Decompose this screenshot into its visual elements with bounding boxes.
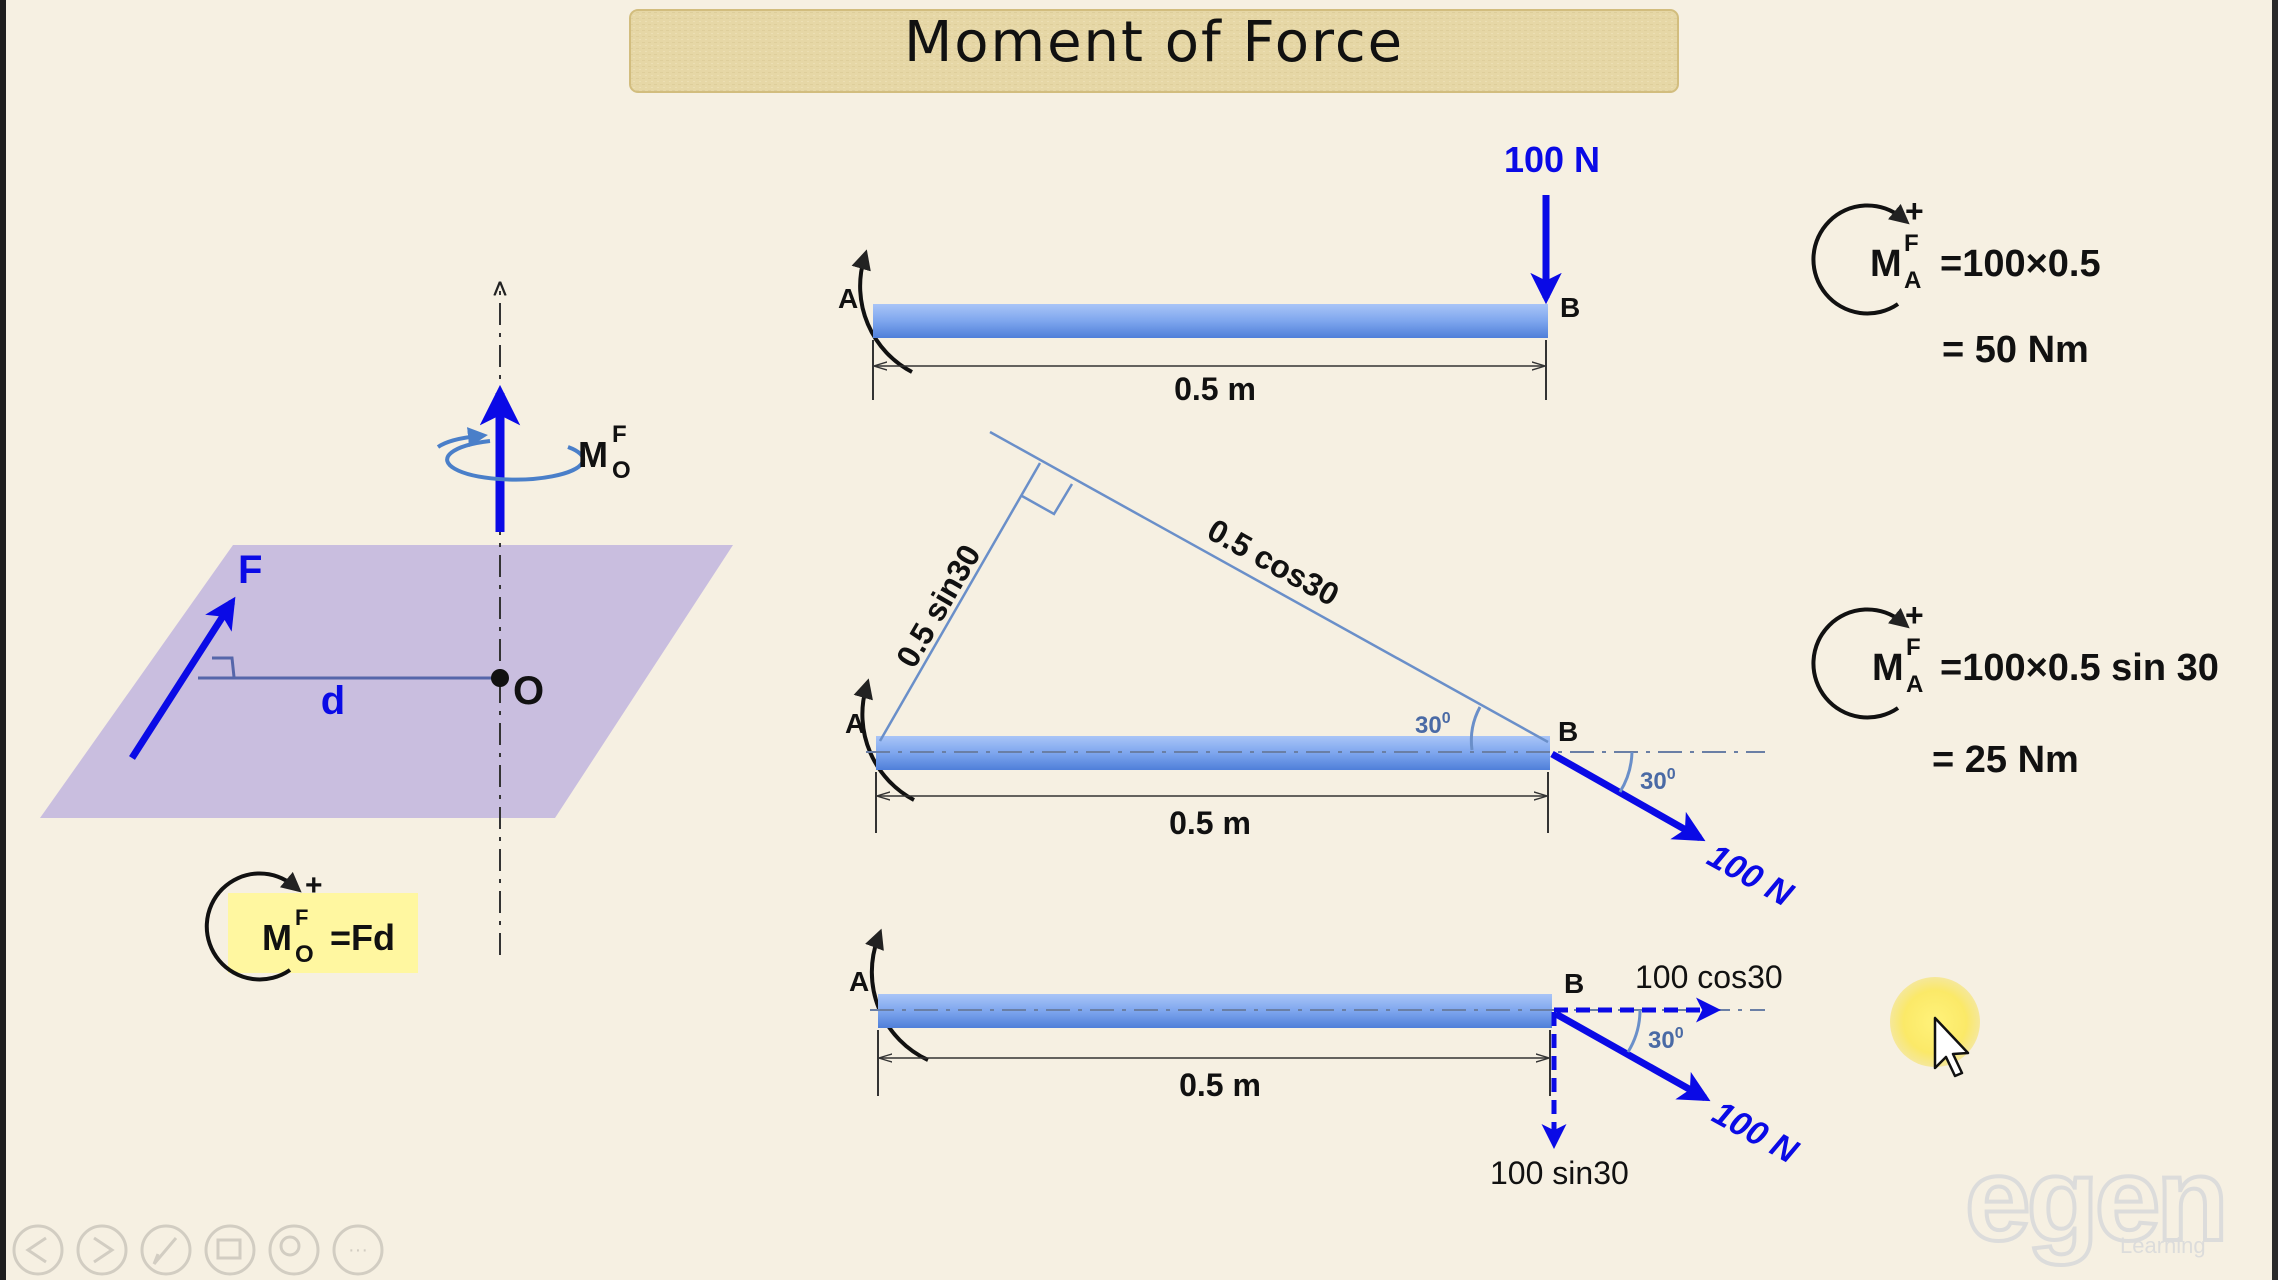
right-dark-edge	[2272, 0, 2278, 1280]
beam3-point-b: B	[1564, 968, 1584, 999]
beam2-right-angle	[1021, 483, 1074, 516]
previous-button[interactable]	[12, 1224, 64, 1276]
svg-text:+: +	[305, 869, 323, 902]
svg-text:+: +	[1905, 597, 1924, 633]
equation2-result: = 25 Nm	[1932, 739, 2079, 781]
svg-text:A: A	[1904, 267, 1921, 294]
egen-logo: egen Learning	[1963, 1132, 2230, 1268]
svg-text:0.5 m: 0.5 m	[1174, 371, 1256, 407]
previous-icon	[25, 1236, 47, 1264]
svg-text:0.5 m: 0.5 m	[1169, 805, 1251, 841]
slide-title: Moment of Force	[904, 10, 1404, 75]
next-button[interactable]	[76, 1224, 128, 1276]
moment-3d-diagram: F d O M F O + M F O =Fd	[40, 283, 733, 982]
force-label: F	[238, 548, 262, 592]
svg-text:=100×0.5: =100×0.5	[1940, 243, 2101, 285]
slideshow-toolbar: ···	[12, 1224, 384, 1276]
right-angle-mark	[212, 656, 236, 678]
beam2-dimension: 0.5 m	[875, 772, 1549, 841]
beam1-force-label: 100 N	[1504, 139, 1600, 180]
equation-2: + M F A =100×0.5 sin 30 = 25 Nm	[1811, 597, 2219, 781]
svg-text:O: O	[295, 941, 314, 968]
beam3-dimension: 0.5 m	[877, 1030, 1551, 1103]
svg-text:F: F	[1906, 634, 1921, 661]
svg-text:O: O	[612, 457, 631, 484]
beam3-horizontal-label: 100 cos30	[1635, 959, 1783, 995]
svg-text:=Fd: =Fd	[330, 917, 395, 958]
beam1-point-b: B	[1560, 292, 1580, 323]
beam2-perpendicular	[878, 462, 1042, 742]
svg-text:F: F	[1904, 230, 1919, 257]
svg-text:F: F	[295, 905, 308, 930]
svg-text:M: M	[262, 917, 292, 958]
svg-text:F: F	[612, 421, 627, 448]
beam2-hypotenuse	[989, 430, 1549, 744]
beam3-vertical-label: 100 sin30	[1490, 1155, 1629, 1191]
pen-icon	[152, 1237, 178, 1265]
svg-text:M: M	[1870, 243, 1902, 285]
beam1-dimension: 0.5 m	[872, 340, 1547, 407]
beam2-angle-label-2: 300	[1640, 766, 1676, 795]
beam2-angle-label-1: 300	[1415, 710, 1451, 739]
point-o	[491, 669, 509, 687]
clockwise-moment-icon	[1811, 607, 1910, 720]
svg-text:+: +	[1905, 193, 1924, 229]
rotation-indicator-icon	[445, 439, 586, 482]
equation1-result: = 50 Nm	[1942, 329, 2089, 371]
distance-label: d	[321, 679, 345, 723]
svg-text:M: M	[1872, 647, 1904, 689]
mouse-cursor	[1890, 977, 1980, 1078]
rotation-indicator-head	[436, 427, 488, 449]
svg-text:M: M	[578, 434, 608, 475]
logo-subtext: Learning	[2120, 1233, 2206, 1258]
clockwise-moment-icon	[204, 871, 302, 982]
beam2-angle-arc-2	[1618, 751, 1634, 793]
svg-text:A: A	[1906, 671, 1923, 698]
beam-1	[873, 304, 1548, 338]
next-icon	[93, 1236, 115, 1264]
more-icon: ···	[348, 1239, 368, 1261]
moment-symbol: M F O	[578, 421, 631, 484]
logo-text: egen	[1965, 1134, 2224, 1266]
force-arrow	[129, 596, 236, 760]
beam3-angle-arc	[1626, 1009, 1642, 1053]
beam3-angle-label: 300	[1648, 1025, 1684, 1054]
moment-formula: + M F O =Fd	[204, 869, 418, 982]
beam2-point-b: B	[1558, 716, 1578, 747]
beam2-point-a: A	[845, 708, 865, 739]
point-o-label: O	[513, 669, 544, 713]
beam3-point-a: A	[849, 966, 869, 997]
zoom-button[interactable]	[268, 1224, 320, 1276]
slides-icon	[216, 1238, 242, 1260]
left-dark-edge	[0, 0, 6, 1280]
clockwise-moment-icon	[1811, 203, 1910, 316]
beam-1-diagram: A 100 N B 0.5 m	[838, 139, 1600, 407]
more-button[interactable]: ···	[332, 1224, 384, 1276]
title-bar: Moment of Force	[629, 9, 1679, 93]
zoom-icon	[279, 1235, 301, 1257]
cursor-pointer-icon	[1933, 1016, 1970, 1078]
beam3-force-arrow	[1554, 1010, 1711, 1102]
beam1-point-a: A	[838, 283, 858, 314]
equation-1: + M F A =100×0.5 = 50 Nm	[1811, 193, 2101, 371]
svg-text:=100×0.5 sin 30: =100×0.5 sin 30	[1940, 647, 2219, 689]
svg-text:0.5 m: 0.5 m	[1179, 1067, 1261, 1103]
slides-button[interactable]	[204, 1224, 256, 1276]
beam2-force-arrow	[1550, 750, 1706, 842]
pen-button[interactable]	[140, 1224, 192, 1276]
beam2-angle-arc-1	[1469, 706, 1482, 751]
